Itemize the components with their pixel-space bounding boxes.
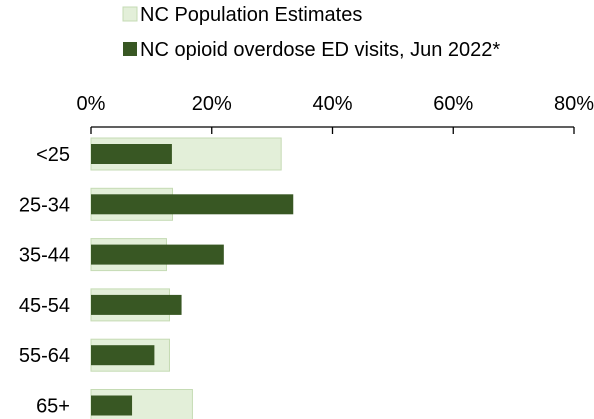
legend-swatch-ed-visits	[123, 42, 137, 56]
x-tick-label: 60%	[433, 93, 473, 115]
bar-ed-visits	[91, 294, 182, 315]
legend-label-population: NC Population Estimates	[140, 4, 362, 26]
category-label: 45-54	[19, 295, 70, 317]
bar-ed-visits	[91, 194, 294, 215]
x-tick-label: 20%	[192, 93, 232, 115]
bar-ed-visits	[91, 345, 155, 366]
bar-ed-visits	[91, 395, 133, 416]
category-labels: <25 25-34 35-44 45-54 55-64 65+	[19, 144, 70, 418]
bar-ed-visits	[91, 144, 172, 164]
bar-ed-visits	[91, 244, 224, 265]
category-label: 55-64	[19, 345, 70, 367]
x-tick-label: 80%	[554, 93, 594, 115]
x-axis: 0% 20% 40% 60% 80%	[77, 93, 594, 134]
legend: NC Population Estimates NC opioid overdo…	[122, 4, 500, 61]
x-tick-label: 0%	[77, 93, 106, 115]
legend-label-ed-visits: NC opioid overdose ED visits, Jun 2022*	[140, 39, 500, 61]
legend-swatch-population	[122, 6, 138, 22]
category-label: 35-44	[19, 245, 70, 267]
category-label: 65+	[36, 396, 70, 418]
category-label: 25-34	[19, 194, 70, 216]
x-tick-label: 40%	[312, 93, 352, 115]
bars	[90, 137, 294, 419]
category-label: <25	[36, 144, 70, 166]
